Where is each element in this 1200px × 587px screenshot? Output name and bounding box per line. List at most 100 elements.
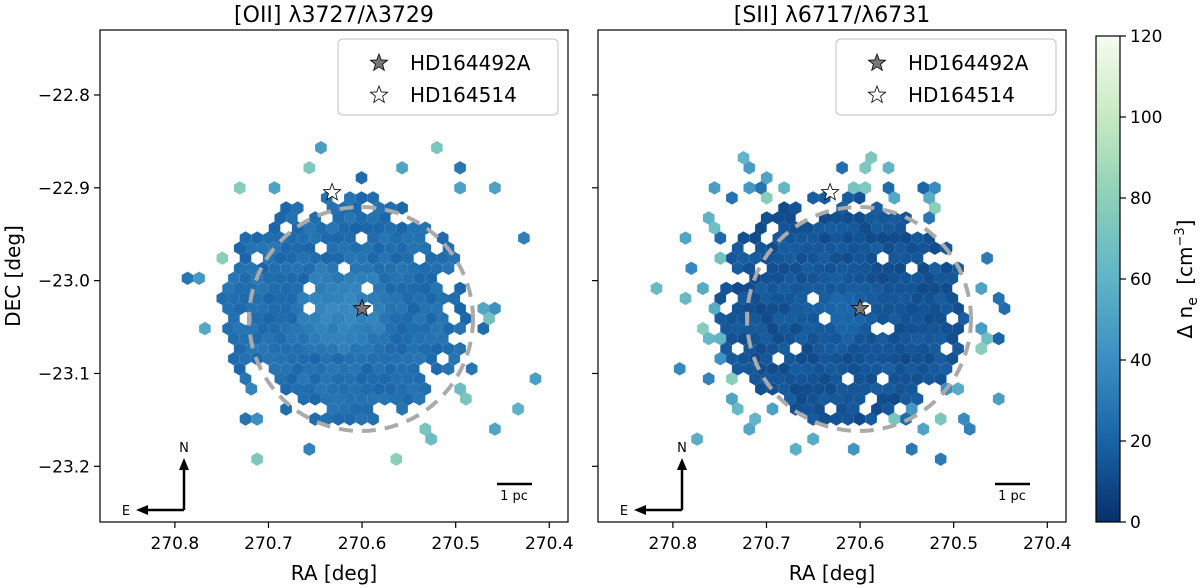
star-hd164514-icon bbox=[820, 182, 840, 201]
hexbin-cell bbox=[691, 432, 703, 446]
hexbin-cell bbox=[830, 372, 843, 386]
hexbin-cell bbox=[431, 342, 443, 356]
hexbin-cell bbox=[871, 201, 883, 215]
hexbin-cell bbox=[425, 271, 437, 285]
hexbin-cell bbox=[332, 311, 345, 326]
hexbin-cell bbox=[320, 392, 333, 406]
hexbin-cell bbox=[390, 231, 403, 245]
hexbin-cell bbox=[749, 291, 761, 306]
hexbin-cell bbox=[888, 231, 901, 245]
hexbin-cell bbox=[702, 372, 715, 386]
hexbin-cell bbox=[795, 311, 808, 326]
hexbin-cell bbox=[303, 442, 316, 456]
hexbin-cell bbox=[859, 362, 872, 376]
hexbin-cell bbox=[222, 281, 234, 296]
hexbin-cell bbox=[309, 251, 321, 265]
hexbin-cell bbox=[929, 241, 941, 255]
colorbar-tick-label: 100 bbox=[1130, 108, 1162, 128]
hexbin-cell bbox=[315, 321, 327, 336]
hexbin-cell bbox=[384, 261, 397, 275]
hexbin-cell bbox=[303, 221, 316, 235]
hexbin-cell bbox=[755, 382, 767, 396]
hexbin-cell bbox=[975, 321, 988, 336]
hexbin-cell bbox=[338, 221, 350, 235]
hexbin-cell bbox=[349, 201, 362, 215]
hexbin-cell bbox=[280, 241, 292, 255]
hexbin-cell bbox=[233, 321, 246, 336]
x-tick-label: 270.7 bbox=[742, 534, 791, 554]
hexbin-cell bbox=[923, 291, 935, 306]
hexbin-cell bbox=[784, 311, 796, 326]
hexbin-cell bbox=[900, 372, 912, 386]
hexbin-cell bbox=[853, 191, 866, 205]
hexbin-cell bbox=[882, 261, 895, 275]
hexbin-cell bbox=[911, 251, 924, 265]
hexbin-cell bbox=[917, 362, 930, 376]
hexbin-cell bbox=[888, 331, 901, 346]
hexbin-cell bbox=[303, 321, 316, 336]
hexbin-cell bbox=[853, 251, 866, 265]
hexbin-cell bbox=[315, 221, 327, 235]
hexbin-cell bbox=[332, 211, 345, 225]
hexbin-cell bbox=[911, 352, 924, 366]
hexbin-cell bbox=[882, 402, 895, 416]
hexbin-cell bbox=[396, 201, 408, 215]
hexbin-cell bbox=[847, 362, 860, 376]
hexbin-cell bbox=[853, 392, 866, 406]
hexbin-cell bbox=[795, 331, 808, 346]
hexbin-cell bbox=[836, 281, 848, 296]
hexbin-cell bbox=[929, 321, 941, 336]
hexbin-cell bbox=[772, 372, 785, 386]
hexbin-cell bbox=[731, 321, 744, 336]
x-tick-label: 270.5 bbox=[431, 534, 480, 554]
hexbin-cell bbox=[367, 231, 379, 245]
hexbin-cell bbox=[807, 331, 819, 346]
hexbin-cell bbox=[291, 301, 304, 316]
hexbin-cell bbox=[830, 331, 843, 346]
hexbin-cell bbox=[888, 271, 901, 285]
hexbin-cell bbox=[454, 181, 466, 195]
hexbin-cell bbox=[876, 271, 889, 285]
hexbin-cell bbox=[239, 271, 252, 285]
hexbin-cell bbox=[262, 271, 275, 285]
hexbin-cell bbox=[778, 241, 790, 255]
hexbin-cell bbox=[320, 311, 333, 326]
hexbin-cell bbox=[274, 331, 287, 346]
hexbin-cell bbox=[894, 382, 906, 396]
hexbin-cell bbox=[349, 342, 362, 356]
hexbin-cell bbox=[233, 241, 246, 255]
hexbin-cell bbox=[431, 281, 443, 296]
hexbin-cell bbox=[789, 201, 802, 215]
hexbin-cell bbox=[929, 281, 941, 296]
hexbin-cell bbox=[367, 412, 379, 426]
hexbin-cell bbox=[830, 352, 843, 366]
hexbin-cell bbox=[315, 261, 327, 275]
hexbin-cell bbox=[830, 392, 843, 406]
hexbin-cell bbox=[384, 281, 397, 296]
hexbin-cell bbox=[888, 291, 901, 306]
hexbin-cell bbox=[344, 331, 356, 346]
hexbin-cell bbox=[934, 452, 947, 466]
hexbin-cell bbox=[349, 241, 362, 255]
hexbin-cell bbox=[268, 281, 281, 296]
panel-sii-axes: 270.8 270.7 270.6 270.5 270.4 bbox=[592, 94, 1072, 554]
hexbin-cell bbox=[772, 331, 785, 346]
hexbin-cell bbox=[286, 372, 298, 386]
hexbin-cell bbox=[917, 241, 930, 255]
hexbin-cell bbox=[934, 311, 947, 326]
hexbin-cell bbox=[830, 412, 843, 426]
hexbin-cell bbox=[697, 321, 709, 336]
hexbin-cell bbox=[813, 221, 825, 235]
hexbin-cell bbox=[853, 231, 866, 245]
hexbin-cell bbox=[697, 281, 709, 296]
hexbin-cell bbox=[824, 281, 837, 296]
hexbin-cell bbox=[818, 352, 831, 366]
hexbin-cell bbox=[454, 342, 466, 356]
hexbin-cell bbox=[367, 291, 379, 306]
hexbin-cell bbox=[378, 271, 391, 285]
hexbin-cell bbox=[795, 271, 808, 285]
hexbin-cell bbox=[818, 231, 831, 245]
hexbin-cell bbox=[702, 331, 715, 346]
hexbin-cell bbox=[859, 261, 872, 275]
hexbin-cell bbox=[836, 402, 848, 416]
